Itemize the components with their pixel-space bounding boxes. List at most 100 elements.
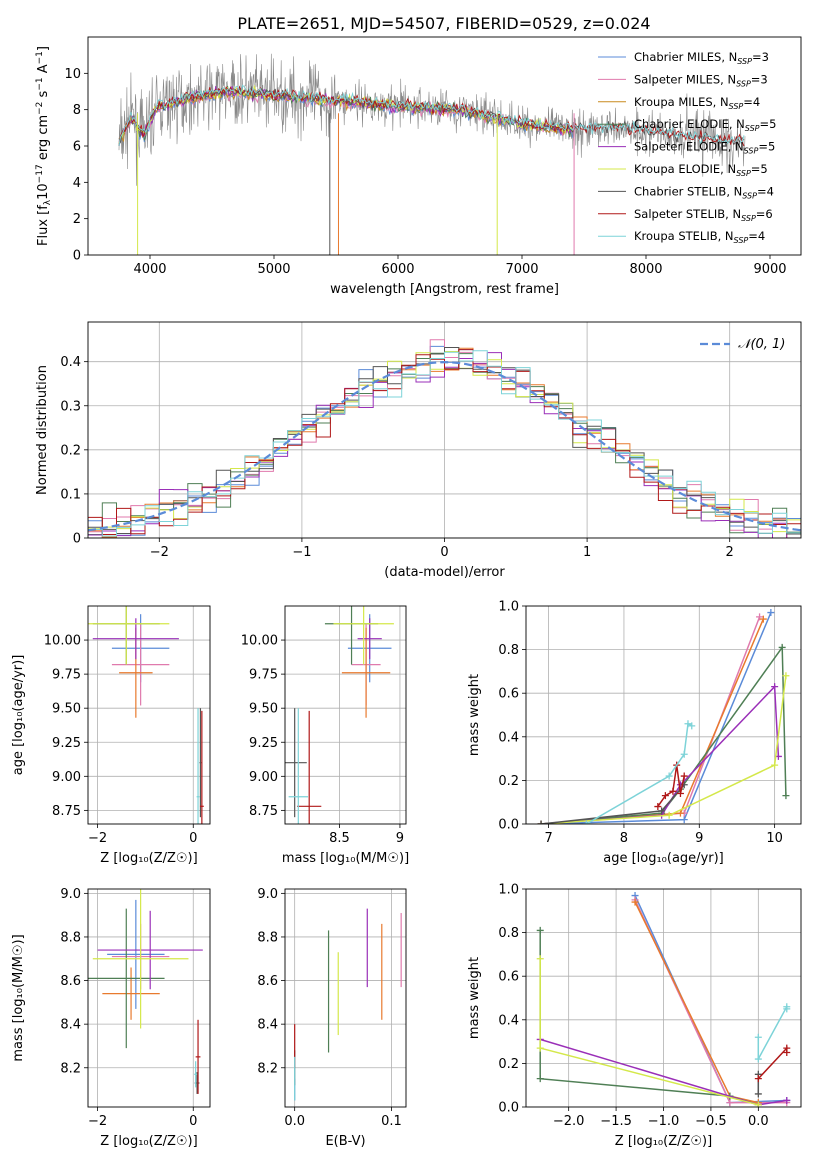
- weight-marker: [536, 1044, 544, 1052]
- x-tick-label: 0: [440, 545, 448, 560]
- x-tick-label: 8: [620, 831, 628, 846]
- weight-marker: [658, 807, 666, 815]
- x-tick-label: 2: [726, 545, 734, 560]
- weight-marker: [756, 613, 764, 621]
- panel-weight-vs-age: 7 8 9 10 0.0 0.2 0.4 0.6 0.8 1.0 age [log₁₀(age/yr…: [467, 600, 802, 866]
- weight-marker: [759, 615, 767, 623]
- y-tick-label: 9.0: [257, 887, 278, 902]
- weight-line: [757, 1006, 788, 1060]
- y-axis-label: Normed distribution: [35, 365, 50, 495]
- y-axis-label: mass [log₁₀(M/M☉)]: [11, 934, 26, 1061]
- weight-marker: [771, 683, 779, 691]
- x-tick-label: 0.0: [284, 1114, 305, 1129]
- legend-label: Kroupa STELIB, NSSP=4: [634, 229, 765, 245]
- y-tick-label: 0.3: [60, 399, 81, 414]
- x-tick-label: 0.0: [748, 1114, 769, 1129]
- weight-marker: [680, 816, 688, 824]
- y-tick-label: 0.2: [498, 774, 519, 789]
- plot-area-age-vs-mass: [285, 606, 406, 824]
- x-tick-label: −1.0: [648, 1114, 680, 1129]
- weight-marker: [665, 811, 673, 819]
- y-axis-label: age [log₁₀(age/yr)]: [11, 655, 26, 776]
- y-tick-label: 0.2: [60, 443, 81, 458]
- weight-line: [634, 901, 759, 1104]
- weight-marker: [754, 1075, 762, 1083]
- x-axis-label: (data-model)/error: [384, 565, 505, 580]
- legend-label: Kroupa ELODIE, NSSP=5: [634, 162, 768, 178]
- plot-area-residuals: [88, 322, 801, 538]
- x-tick-label: −2: [88, 1114, 107, 1129]
- x-tick-label: 0: [189, 1114, 197, 1129]
- x-tick-label: 7000: [505, 262, 538, 277]
- weight-marker: [754, 1101, 762, 1107]
- x-axis-label: mass [log₁₀(M/M☉)]: [282, 851, 409, 866]
- y-tick-label: 8.8: [257, 930, 278, 945]
- axes-frame: [87, 605, 211, 825]
- y-tick-label: 0.1: [60, 487, 81, 502]
- y-tick-label: 9.00: [52, 770, 81, 785]
- plot-area-mass-vs-Z: [88, 889, 210, 1107]
- axes-frame: [87, 321, 802, 539]
- x-axis-label: E(B-V): [325, 1134, 365, 1149]
- weight-marker: [680, 750, 688, 758]
- weight-marker: [783, 1049, 791, 1056]
- axes-frame: [525, 605, 802, 825]
- weight-marker: [782, 672, 790, 680]
- x-tick-label: −1.5: [600, 1114, 632, 1129]
- x-tick-label: 8.5: [329, 831, 350, 846]
- normal-curve: [88, 360, 801, 532]
- x-tick-label: 4000: [133, 262, 166, 277]
- y-tick-label: 9.0: [60, 887, 81, 902]
- y-tick-label: 9.75: [52, 668, 81, 683]
- weight-line: [539, 958, 759, 1106]
- weight-marker: [676, 789, 684, 797]
- x-tick-label: 9: [396, 831, 404, 846]
- weight-marker: [771, 761, 779, 769]
- residual-histogram: [88, 350, 801, 537]
- weight-marker: [754, 1033, 762, 1041]
- legend-label: Chabrier ELODIE, NSSP=5: [634, 117, 776, 133]
- axes-frame: [525, 888, 802, 1108]
- figure-title: PLATE=2651, MJD=54507, FIBERID=0529, z=0…: [237, 14, 650, 33]
- weight-marker: [782, 792, 790, 800]
- weight-marker: [684, 720, 692, 728]
- y-tick-label: 8.75: [52, 804, 81, 819]
- y-tick-label: 10: [64, 67, 81, 82]
- y-tick-label: 9.50: [249, 702, 278, 717]
- plot-area-spectrum: [118, 53, 746, 255]
- x-tick-label: 0: [189, 831, 197, 846]
- weight-marker: [665, 772, 673, 780]
- y-tick-label: 0.4: [498, 1013, 519, 1028]
- y-tick-label: 4: [73, 176, 81, 191]
- y-tick-label: 0.8: [498, 643, 519, 658]
- panel-mass-vs-Z: −2 0 8.2 8.4 8.6 8.8 9.0 Z [log₁₀(Z/Z☉)] mass [l…: [11, 887, 211, 1149]
- weight-line: [541, 616, 761, 824]
- weight-marker: [537, 820, 545, 824]
- y-tick-label: 0.8: [498, 926, 519, 941]
- y-tick-label: 8.2: [257, 1061, 278, 1076]
- legend-label: Salpeter STELIB, NSSP=6: [634, 207, 773, 223]
- y-tick-label: 0.6: [498, 970, 519, 985]
- panel-age-vs-mass: 8.5 9 8.75 9.00 9.25 9.50 9.75 10.00 mass [log₁₀…: [241, 605, 409, 866]
- panel-age-vs-Z: −2 0 8.75 9.00 9.25 9.50 9.75 10.00 Z [log₁₀(Z/Z…: [11, 605, 211, 866]
- y-tick-label: 9.50: [52, 702, 81, 717]
- plot-area-weight-vs-age: [526, 606, 801, 824]
- x-tick-label: −0.5: [695, 1114, 727, 1129]
- model-spectrum: [118, 84, 745, 146]
- axes-frame: [87, 888, 211, 1108]
- x-tick-label: 9000: [753, 262, 786, 277]
- y-tick-label: 2: [73, 212, 81, 227]
- x-tick-label: 6000: [381, 262, 414, 277]
- residual-histogram: [88, 349, 801, 535]
- weight-marker: [726, 1099, 734, 1107]
- weight-line: [541, 612, 772, 824]
- y-tick-label: 8.4: [60, 1018, 81, 1033]
- axes-frame: [284, 888, 407, 1108]
- weight-line: [539, 930, 759, 1106]
- y-tick-label: 8.2: [60, 1061, 81, 1076]
- weight-marker: [778, 643, 786, 651]
- x-tick-label: 9: [695, 831, 703, 846]
- axes-frame: [87, 36, 802, 256]
- weight-line: [657, 764, 685, 808]
- weight-marker: [767, 609, 775, 617]
